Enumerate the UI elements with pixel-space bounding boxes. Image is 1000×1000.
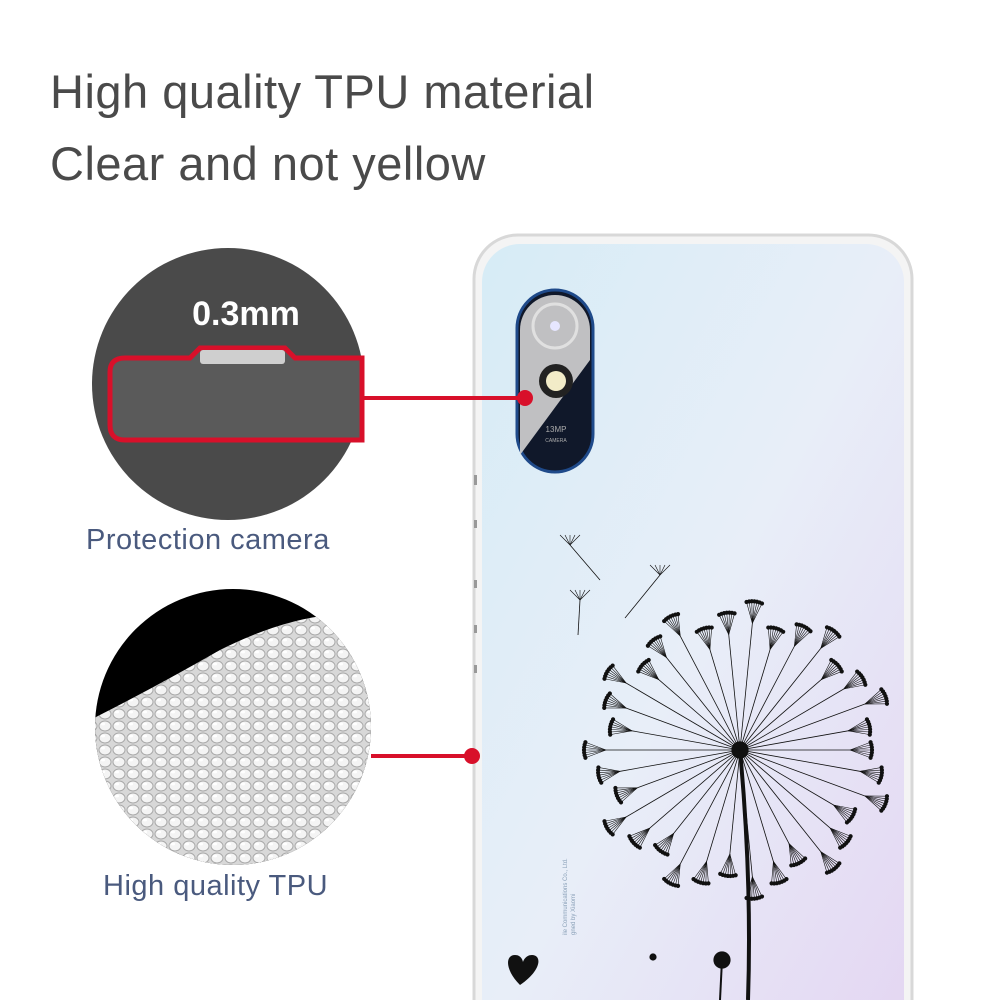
caption-high-quality-tpu: High quality TPU — [103, 870, 329, 902]
dandelion-print — [559, 534, 890, 1000]
thickness-label: 0.3mm — [192, 295, 300, 333]
camera-label-1: 13MP — [546, 425, 567, 434]
heart-icon — [508, 955, 539, 985]
tpu-beads-circle — [95, 600, 371, 865]
headline-line-2: Clear and not yellow — [50, 137, 486, 190]
back-print-1: ile Communications Co., Ltd. — [563, 858, 569, 935]
headline-line-1: High quality TPU material — [50, 65, 595, 118]
camera-label-2: CAMERA — [545, 438, 567, 444]
camera-cross-section — [107, 345, 365, 443]
callout-dot-1 — [517, 390, 533, 406]
camera-module — [515, 288, 595, 474]
back-print-2: gned by Xiaomi — [571, 893, 577, 935]
caption-protection-camera: Protection camera — [86, 524, 330, 556]
callout-dot-2 — [464, 748, 480, 764]
side-buttons — [474, 475, 477, 673]
